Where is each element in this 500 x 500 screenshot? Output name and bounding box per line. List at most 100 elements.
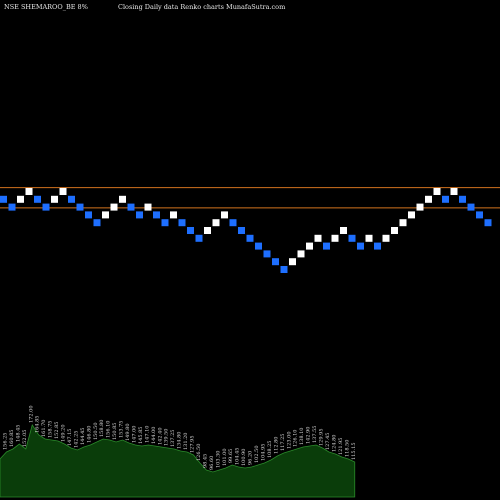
volume-label: 158.75 [48,421,54,439]
renko-brick-down [374,242,381,250]
renko-brick-down [93,219,101,227]
renko-brick-down [195,234,203,242]
renko-brick-down [8,203,16,211]
volume-label: 142.25 [73,431,79,449]
renko-brick-down [0,195,7,203]
renko-brick-down [178,219,186,227]
renko-brick-up [51,195,58,203]
volume-label: 142.90 [306,427,312,445]
volume-label: 108.25 [267,441,273,459]
volume-label: 147.00 [131,426,137,444]
renko-brick-up [25,188,33,195]
volume-label: 104.95 [260,444,266,462]
volume-label: 161.70 [41,420,47,438]
volume-label: 126.10 [293,430,299,448]
renko-brick-up [382,234,390,242]
renko-brick-down [280,266,288,273]
volume-label: 100.90 [241,449,247,467]
volume-label: 147.15 [67,429,73,447]
renko-brick-up [221,211,228,219]
renko-brick-up [425,195,432,203]
volume-label: 121.95 [338,438,344,456]
volume-label: 124.80 [331,435,337,453]
renko-brick-down [348,234,356,242]
chart-subtitle: Closing Daily data Renko charts MunafaSu… [118,3,286,11]
renko-brick-down [246,234,254,242]
volume-label: 98.45 [202,454,208,468]
renko-brick-up [450,188,458,195]
volume-label: 156.10 [106,421,112,439]
volume-label: 102.50 [254,446,260,464]
renko-brick-down [68,195,75,203]
volume-label: 164.85 [35,416,41,434]
renko-brick-up [399,219,407,227]
volume-label: 150.85 [112,423,118,441]
renko-bricks [0,188,492,273]
volume-label: 137.55 [312,426,318,444]
volume-label: 137.25 [170,430,176,448]
volume-label: 172.00 [28,406,34,424]
renko-brick-up [433,188,441,195]
renko-brick-down [272,258,279,266]
volume-label: 153.75 [119,421,125,439]
renko-brick-down [153,211,160,219]
renko-brick-up [102,211,109,219]
volume-label: 146.80 [86,426,92,444]
renko-brick-down [161,219,169,227]
volume-label: 131.20 [183,433,189,451]
renko-brick-down [85,211,92,219]
volume-label: 144.00 [151,427,157,445]
volume-label: 150.50 [93,423,99,441]
volume-label: 112.80 [273,437,279,455]
renko-brick-down [459,195,466,203]
volume-label: 149.80 [125,424,131,442]
renko-brick-up [306,242,313,250]
volume-label: 152.05 [22,430,28,448]
renko-brick-up [408,211,415,219]
chart-title: NSE SHEMAROO_BE 8% [4,3,88,11]
renko-brick-up [391,227,398,234]
volume-label: 148.45 [15,425,21,443]
renko-brick-down [357,242,364,250]
renko-brick-down [484,219,492,227]
volume-label: 160.85 [9,430,15,448]
renko-brick-down [476,211,483,219]
renko-brick-down [229,219,237,227]
renko-brick-up [59,188,67,195]
volume-label: 96.60 [209,456,215,470]
volume-label: 96.20 [248,451,254,465]
renko-brick-down [42,203,50,211]
renko-brick-up [365,234,373,242]
volume-label: 126.50 [196,444,202,462]
renko-brick-up [170,211,177,219]
volume-label: 103.30 [215,451,221,469]
volume-area [0,424,356,498]
renko-brick-up [17,195,24,203]
volume-label: 118.50 [344,440,350,458]
volume-label: 117.25 [280,434,286,452]
volume-label: 142.40 [157,428,163,446]
volume-label: 156.25 [2,433,8,451]
volume-label: 129.95 [319,429,325,447]
renko-brick-up [212,219,220,227]
renko-brick-down [467,203,475,211]
renko-brick-down [76,203,84,211]
renko-brick-up [416,203,424,211]
renko-brick-up [331,234,339,242]
volume-label: 127.95 [190,436,196,454]
renko-brick-up [204,227,211,234]
renko-brick-down [442,195,449,203]
renko-brick-up [144,203,152,211]
volume-label: 139.50 [164,429,170,447]
renko-brick-down [136,211,143,219]
renko-brick-down [187,227,194,234]
renko-brick-up [314,234,322,242]
renko-brick-down [255,242,262,250]
renko-brick-up [119,195,126,203]
volume-label: 104.45 [235,448,241,466]
volume-label: 152.85 [54,422,60,440]
renko-brick-up [297,250,305,258]
volume-label: 134.80 [177,432,183,450]
